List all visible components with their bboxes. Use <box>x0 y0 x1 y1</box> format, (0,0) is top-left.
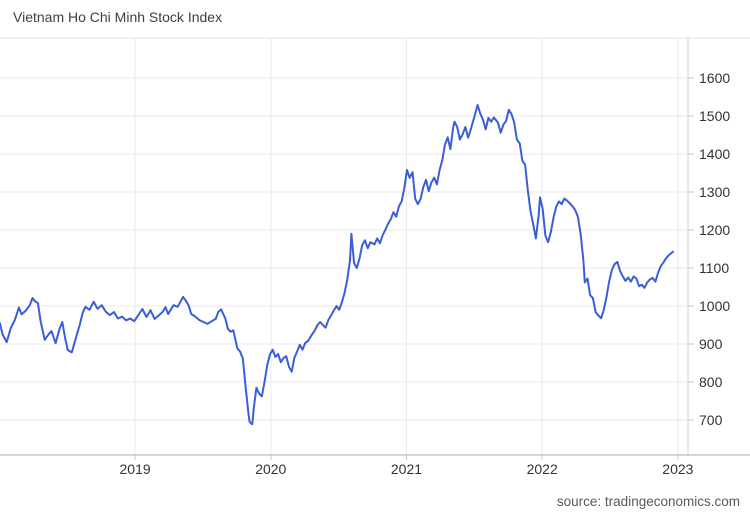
chart-title: Vietnam Ho Chi Minh Stock Index <box>13 9 223 25</box>
x-tick-label: 2019 <box>120 461 151 477</box>
y-axis-labels: 1600 1500 1400 1300 1200 1100 1000 900 800 700 <box>699 70 730 428</box>
y-tick-label: 1100 <box>699 260 729 276</box>
y-tick-label: 1600 <box>699 70 730 86</box>
y-tick-label: 900 <box>699 336 723 352</box>
x-tick-label: 2021 <box>391 461 422 477</box>
gridlines <box>0 38 688 455</box>
y-tick-label: 1200 <box>699 222 730 238</box>
x-tick-label: 2023 <box>662 461 693 477</box>
axis-tick-marks <box>134 77 694 460</box>
y-tick-label: 1400 <box>699 146 730 162</box>
price-line-series[interactable] <box>0 104 674 426</box>
y-tick-label: 1300 <box>699 184 730 200</box>
x-axis-labels: 2019 2020 2021 2022 2023 <box>120 461 694 477</box>
y-tick-label: 1000 <box>699 298 730 314</box>
y-tick-label: 800 <box>699 374 723 390</box>
x-tick-label: 2020 <box>255 461 286 477</box>
axis-borders <box>0 37 750 456</box>
x-tick-label: 2022 <box>527 461 558 477</box>
y-tick-label: 1500 <box>699 108 730 124</box>
y-tick-label: 700 <box>699 412 723 428</box>
source-credit: source: tradingeconomics.com <box>556 494 740 509</box>
